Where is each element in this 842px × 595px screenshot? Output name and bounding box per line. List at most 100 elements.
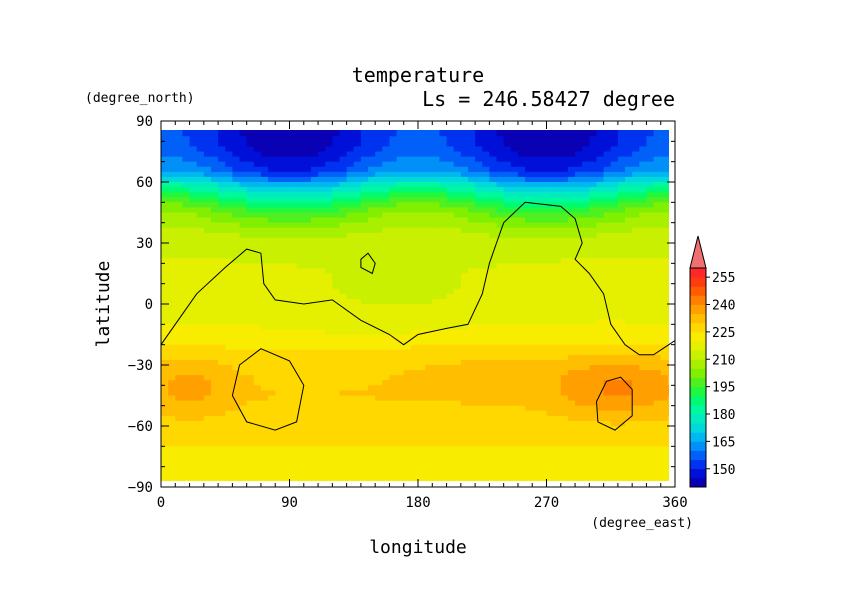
heat-cell	[303, 354, 312, 361]
heat-cell	[517, 446, 526, 453]
heat-cell	[567, 263, 576, 270]
heat-cell	[510, 243, 519, 249]
heat-cell	[232, 420, 241, 427]
heat-cell	[182, 370, 191, 376]
heat-cell	[389, 339, 398, 346]
heat-cell	[646, 248, 655, 254]
heat-cell	[560, 237, 569, 244]
heat-cell	[232, 283, 241, 290]
heat-cell	[482, 420, 490, 427]
heat-cell	[560, 339, 569, 346]
heat-cell	[310, 192, 319, 198]
heat-cell	[539, 187, 548, 193]
heat-cell	[360, 304, 369, 310]
heat-cell	[432, 415, 441, 422]
heat-cell	[617, 141, 626, 148]
heat-cell	[596, 151, 605, 158]
heat-cell	[467, 344, 476, 351]
heat-cell	[575, 456, 583, 463]
heat-cell	[375, 314, 383, 320]
heat-cell	[339, 273, 348, 280]
heat-cell	[410, 171, 419, 178]
heat-cell	[617, 441, 626, 447]
heat-cell	[232, 202, 241, 209]
heat-cell	[639, 395, 648, 402]
heat-cell	[360, 329, 369, 336]
heat-cell	[268, 222, 276, 229]
heat-cell	[389, 151, 398, 158]
heat-cell	[610, 370, 619, 376]
heat-cell	[168, 263, 176, 270]
heat-cell	[439, 405, 448, 412]
heat-cell	[161, 354, 169, 361]
heat-cell	[439, 217, 448, 224]
heat-cell	[603, 130, 612, 132]
heat-cell	[360, 466, 369, 473]
heat-cell	[475, 420, 483, 427]
heat-cell	[189, 141, 198, 148]
heat-cell	[246, 232, 255, 239]
heat-cell	[418, 466, 426, 473]
heat-cell	[168, 339, 176, 346]
heat-cell	[432, 436, 441, 442]
heat-cell	[617, 431, 626, 437]
heat-cell	[396, 253, 405, 259]
heat-cell	[546, 207, 555, 214]
heat-cell	[310, 375, 319, 381]
heat-cell	[225, 324, 233, 331]
heat-cell	[410, 212, 419, 219]
heat-cell	[425, 405, 433, 412]
heat-cell	[496, 263, 505, 270]
heat-cell	[439, 237, 448, 244]
heat-cell	[189, 222, 198, 229]
heat-cell	[567, 420, 576, 427]
heat-cell	[375, 344, 383, 351]
heat-cell	[382, 410, 391, 417]
heat-cell	[168, 248, 176, 254]
heat-cell	[560, 283, 569, 290]
heat-cell	[625, 283, 633, 290]
heat-cell	[439, 182, 448, 188]
heat-cell	[310, 471, 319, 478]
heat-cell	[318, 400, 326, 407]
heat-cell	[410, 136, 419, 142]
heat-cell	[225, 268, 233, 275]
heat-cell	[339, 380, 348, 386]
heat-cell	[525, 319, 533, 325]
heat-cell	[539, 288, 548, 295]
heat-cell	[475, 410, 483, 417]
heat-cell	[596, 339, 605, 346]
heat-cell	[582, 456, 590, 463]
heat-cell	[575, 176, 583, 183]
heat-cell	[232, 390, 241, 397]
heat-cell	[318, 309, 326, 315]
heat-cell	[510, 156, 519, 163]
heat-cell	[446, 288, 455, 295]
heat-cell	[646, 451, 655, 458]
heat-cell	[282, 171, 291, 178]
heat-cell	[460, 136, 469, 142]
heat-cell	[418, 136, 426, 142]
heat-cell	[339, 130, 348, 132]
heat-cell	[460, 319, 469, 325]
heat-cell	[339, 426, 348, 432]
heat-cell	[510, 171, 519, 178]
heat-cell	[218, 171, 226, 178]
heat-cell	[303, 268, 312, 275]
heat-cell	[553, 431, 562, 437]
heat-cell	[318, 278, 326, 285]
heat-cell	[360, 410, 369, 417]
heat-cell	[310, 436, 319, 442]
heat-cell	[432, 471, 441, 478]
heat-cell	[296, 298, 305, 305]
heat-cell	[253, 436, 262, 442]
heat-cell	[582, 268, 590, 275]
heat-cell	[482, 431, 490, 437]
heat-cell	[610, 339, 619, 346]
heat-cell	[268, 400, 276, 407]
heat-cell	[239, 248, 248, 254]
heat-cell	[282, 390, 291, 397]
heat-cell	[210, 268, 219, 275]
heat-cell	[260, 420, 269, 427]
heat-cell	[553, 319, 562, 325]
